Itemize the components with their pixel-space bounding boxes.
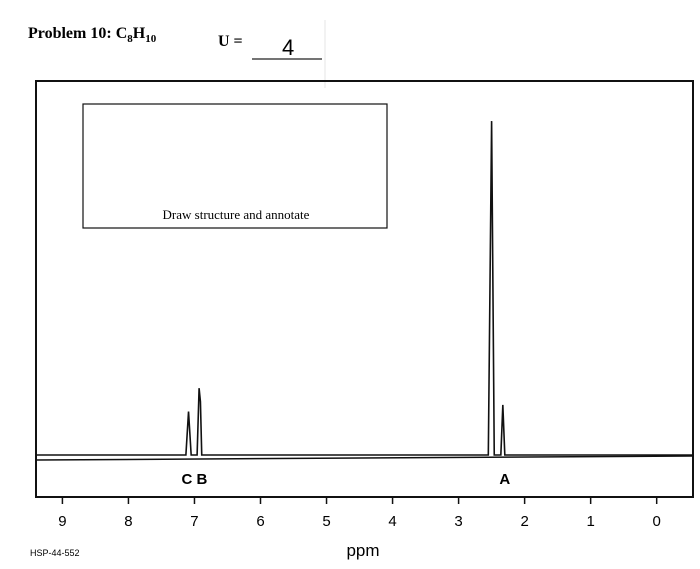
u-label: U =	[218, 33, 243, 50]
spectrum-line	[36, 121, 693, 456]
x-tick-label: 1	[586, 513, 594, 530]
spectrum-code: HSP-44-552	[30, 548, 80, 558]
x-tick-label: 6	[256, 513, 264, 530]
formula-element: C	[116, 25, 128, 42]
formula-subscript: 10	[145, 33, 157, 45]
x-tick-label: 4	[388, 513, 396, 530]
label-strip-line	[35, 455, 694, 461]
title-text: Problem 10:	[28, 25, 116, 42]
u-answer: 4	[282, 35, 294, 60]
problem-title: Problem 10: C8H10	[28, 25, 157, 45]
formula-element: H	[133, 25, 146, 42]
peak-label: C B	[182, 471, 208, 488]
x-tick-label: 0	[653, 513, 661, 530]
x-tick-label: 3	[454, 513, 462, 530]
instruction: Draw structure and annotate	[163, 207, 310, 222]
structure-box	[82, 103, 388, 229]
x-tick-label: 8	[124, 513, 132, 530]
spectrum-frame	[35, 80, 694, 498]
x-axis-label: ppm	[346, 541, 379, 560]
x-tick-label: 7	[190, 513, 198, 530]
formula-subscript: 8	[127, 33, 133, 45]
peak-label: A	[499, 471, 510, 488]
x-tick-label: 9	[58, 513, 66, 530]
x-tick-label: 5	[322, 513, 330, 530]
x-tick-label: 2	[520, 513, 528, 530]
